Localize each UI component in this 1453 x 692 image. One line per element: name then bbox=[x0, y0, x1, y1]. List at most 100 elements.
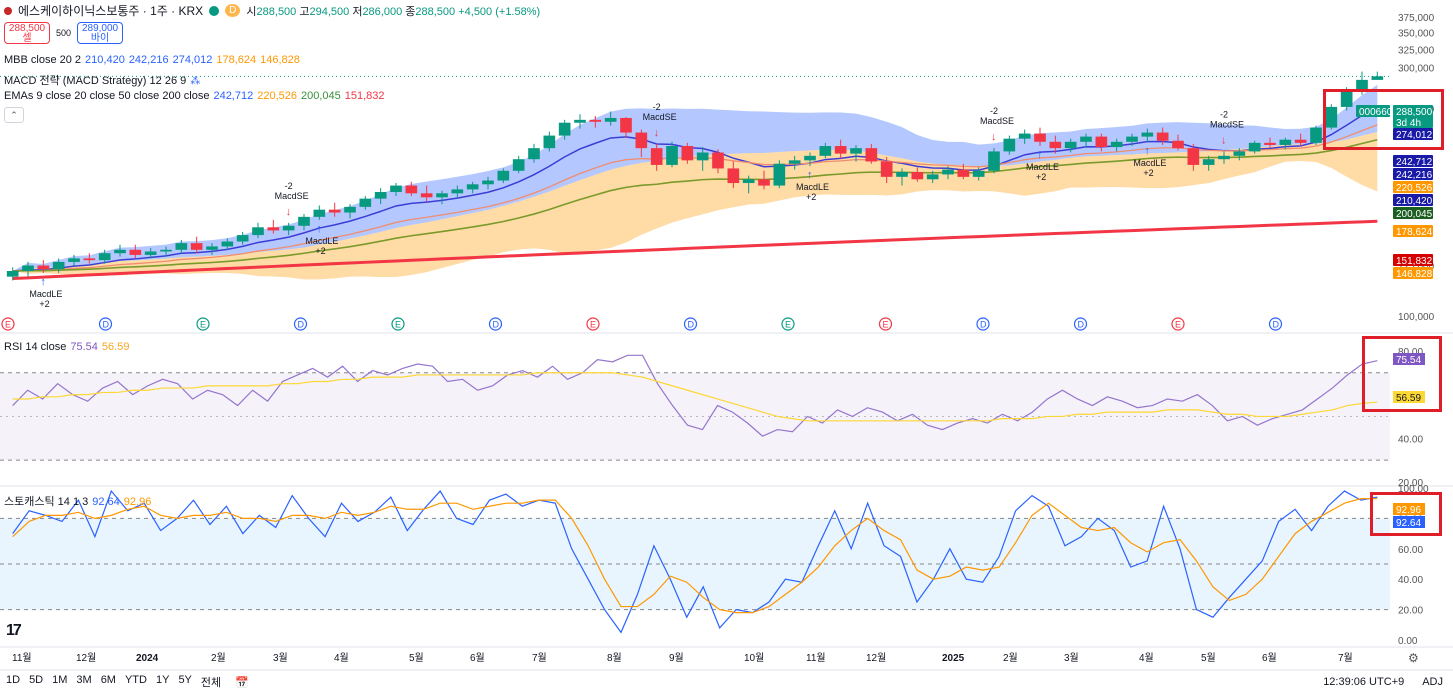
dividend-badge[interactable]: D bbox=[225, 4, 241, 17]
signal-label: MacdLE bbox=[305, 236, 338, 246]
date-range-icon[interactable]: 📅 bbox=[235, 676, 249, 689]
candle-body bbox=[666, 146, 678, 165]
stoch-tag bbox=[1393, 503, 1425, 515]
time-axis-label: 11월 bbox=[12, 652, 32, 664]
timeframe-7[interactable]: 5Y bbox=[178, 674, 192, 686]
price-axis-label: 350,000 bbox=[1398, 29, 1435, 40]
event-marker-label: D bbox=[298, 320, 305, 330]
timeframe-5[interactable]: YTD bbox=[124, 674, 147, 686]
time-axis-label: 3월 bbox=[273, 652, 288, 664]
event-marker-E bbox=[196, 317, 210, 331]
timeframe-4[interactable]: 6M bbox=[100, 674, 116, 686]
event-marker-label: D bbox=[1078, 320, 1085, 330]
stoch-band bbox=[0, 518, 1390, 610]
event-marker-E bbox=[586, 317, 600, 331]
ema-9-line bbox=[12, 106, 1378, 272]
adj-toggle[interactable]: ADJ bbox=[1422, 676, 1443, 688]
legend-stochastic[interactable]: 스토캐스틱 14 1 3 92.64 92.96 bbox=[4, 496, 152, 508]
signal-arrow-up: ↑ bbox=[1037, 149, 1043, 161]
price-tag-text: 210,420 bbox=[1396, 196, 1433, 207]
time-axis-label: 5월 bbox=[409, 652, 424, 664]
candle-body bbox=[190, 243, 203, 250]
timeframe-3[interactable]: 3M bbox=[76, 674, 92, 686]
rsi-ma-line bbox=[12, 372, 1378, 422]
price-tag bbox=[1393, 225, 1433, 237]
candle-body bbox=[1294, 139, 1307, 143]
price-tag bbox=[1393, 254, 1433, 266]
price-tag bbox=[1393, 267, 1433, 279]
stoch-tag-text: 92.64 bbox=[1396, 518, 1421, 529]
symbol-name[interactable]: 에스케이하이닉스보통주 · 1주 · KRX bbox=[18, 4, 204, 18]
timeframe-6[interactable]: 1Y bbox=[155, 674, 170, 686]
candle-body bbox=[1110, 141, 1123, 148]
timeframe-1[interactable]: 5D bbox=[29, 674, 44, 686]
candle-body bbox=[83, 258, 96, 261]
candle-body bbox=[436, 193, 448, 198]
stochastic-pane[interactable] bbox=[0, 489, 1390, 634]
time-axis-label: 12월 bbox=[76, 652, 96, 664]
candle-body bbox=[696, 152, 709, 161]
signal-label: MacdLE bbox=[1133, 158, 1166, 168]
sell-button[interactable]: 288,500 셀 bbox=[4, 22, 50, 44]
buy-button[interactable]: 289,000 바이 bbox=[77, 22, 124, 44]
event-marker-label: E bbox=[200, 320, 206, 330]
price-tag-text: 146,828 bbox=[1396, 269, 1433, 280]
legend-emas[interactable]: EMAs 9 close 20 close 50 close 200 close… bbox=[4, 90, 385, 102]
candle-body bbox=[451, 189, 464, 194]
price-tag bbox=[1393, 168, 1433, 180]
signal-label: MacdSE bbox=[980, 116, 1014, 126]
event-marker-label: E bbox=[1175, 320, 1181, 330]
price-tag-text: 3d 4h bbox=[1396, 118, 1421, 129]
time-axis-label: 4월 bbox=[1139, 652, 1154, 664]
candle-body bbox=[22, 265, 34, 272]
candle-body bbox=[512, 159, 525, 171]
time-axis-label: 10월 bbox=[744, 652, 764, 664]
candle-body bbox=[175, 243, 188, 250]
candle-body bbox=[926, 174, 939, 180]
price-axis-label: 375,000 bbox=[1398, 13, 1435, 24]
time-axis-label: 2025 bbox=[942, 653, 965, 664]
price-tag-text: 242,712 bbox=[1396, 157, 1433, 168]
tradingview-logo[interactable]: 17 bbox=[6, 622, 22, 639]
candle-body bbox=[528, 148, 540, 160]
candle-body bbox=[160, 249, 172, 252]
rsi-pane[interactable] bbox=[0, 354, 1390, 461]
price-axis-label: 300,000 bbox=[1398, 63, 1435, 74]
candle-body bbox=[911, 171, 924, 180]
price-tag bbox=[1393, 105, 1433, 117]
rsi-tag bbox=[1393, 353, 1425, 365]
signal-qty: -2 bbox=[285, 181, 293, 191]
clock[interactable]: 12:39:06 UTC+9 bbox=[1323, 676, 1405, 688]
price-tag bbox=[1393, 116, 1433, 128]
price-pane[interactable]: ↑MacdLE+2-2MacdSE↓↑MacdLE+2-2MacdSE↓-2Ma… bbox=[0, 71, 1390, 331]
timeframe-0[interactable]: 1D bbox=[6, 674, 21, 686]
timeframe-2[interactable]: 1M bbox=[52, 674, 68, 686]
ema-20-line bbox=[12, 124, 1378, 272]
candle-body bbox=[298, 216, 310, 226]
legend-mbb[interactable]: MBB close 20 2 210,420 242,216 274,012 178,6… bbox=[4, 54, 300, 66]
candle-body bbox=[405, 185, 418, 194]
strategy-icon[interactable]: ⁂ bbox=[190, 76, 201, 87]
signal-arrow-up: ↑ bbox=[316, 223, 322, 235]
candle-body bbox=[1340, 91, 1353, 107]
time-axis-label: 2024 bbox=[136, 653, 159, 664]
stoch-axis-label: 40.00 bbox=[1398, 575, 1423, 586]
stoch-axis-label: 20.00 bbox=[1398, 606, 1423, 617]
signal-arrow-down: ↓ bbox=[654, 127, 660, 139]
candle-body bbox=[1003, 138, 1016, 152]
candle-body bbox=[1080, 136, 1092, 142]
legend-rsi[interactable]: RSI 14 close 75.54 56.59 bbox=[4, 341, 130, 353]
candle-body bbox=[896, 171, 908, 177]
candle-body bbox=[712, 152, 724, 169]
legend-macd-strategy[interactable]: MACD 전략 (MACD Strategy) 12 26 9 ⁂ bbox=[4, 75, 201, 87]
candle-body bbox=[681, 146, 694, 161]
rsi-tag bbox=[1393, 391, 1425, 403]
candle-body bbox=[620, 117, 632, 133]
event-marker-D bbox=[293, 317, 308, 331]
time-axis-label: 12월 bbox=[866, 652, 886, 664]
candle-body bbox=[1095, 136, 1108, 148]
timeframe-8[interactable]: 전체 bbox=[200, 677, 222, 689]
candle-body bbox=[1126, 136, 1138, 142]
collapse-legend-button[interactable]: ⌃ bbox=[4, 107, 24, 123]
